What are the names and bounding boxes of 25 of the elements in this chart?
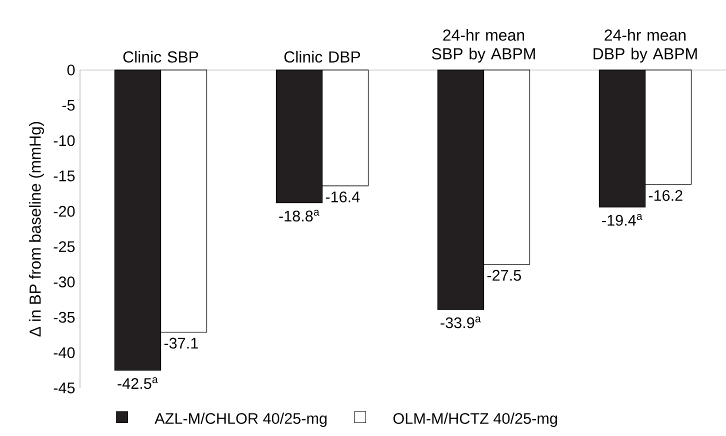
x-tick-label: Clinic DBP: [284, 50, 360, 63]
data-label: -37.1: [164, 338, 198, 349]
data-label: -33.9$^{a}$: [440, 316, 481, 328]
legend-label: AZL-M/CHLOR 40/25-mg: [154, 412, 327, 427]
x-tick-label: 24-hr mean DBP by ABPM: [594, 29, 697, 63]
data-label: -19.4$^{a}$: [602, 214, 642, 226]
y-tick-label: -10: [54, 135, 75, 146]
y-tick-label: -40: [54, 347, 75, 358]
data-label: -42.5$^{a}$: [118, 377, 158, 389]
data-label: -27.5: [487, 270, 521, 281]
legend-label: OLM-M/HCTZ 40/25-mg: [393, 412, 557, 427]
y-tick-label: -30: [54, 276, 75, 288]
y-tick-label: -45: [54, 382, 75, 394]
y-axis-title: Δ in BP from baseline (mmHg): [29, 122, 44, 337]
y-tick-label: -25: [54, 241, 75, 252]
x-tick-label: 24-hr mean SBP by ABPM: [432, 29, 535, 63]
x-tick-label: Clinic SBP: [123, 50, 198, 63]
y-tick-label: -35: [54, 312, 75, 323]
data-label: -16.2: [648, 190, 682, 201]
y-tick-label: -15: [54, 170, 75, 182]
y-tick-label: 0: [67, 64, 75, 76]
data-label: -16.4: [326, 191, 360, 202]
y-tick-label: -20: [54, 206, 75, 217]
data-label: -18.8$^{a}$: [279, 210, 320, 222]
y-tick-label: -5: [62, 100, 75, 111]
